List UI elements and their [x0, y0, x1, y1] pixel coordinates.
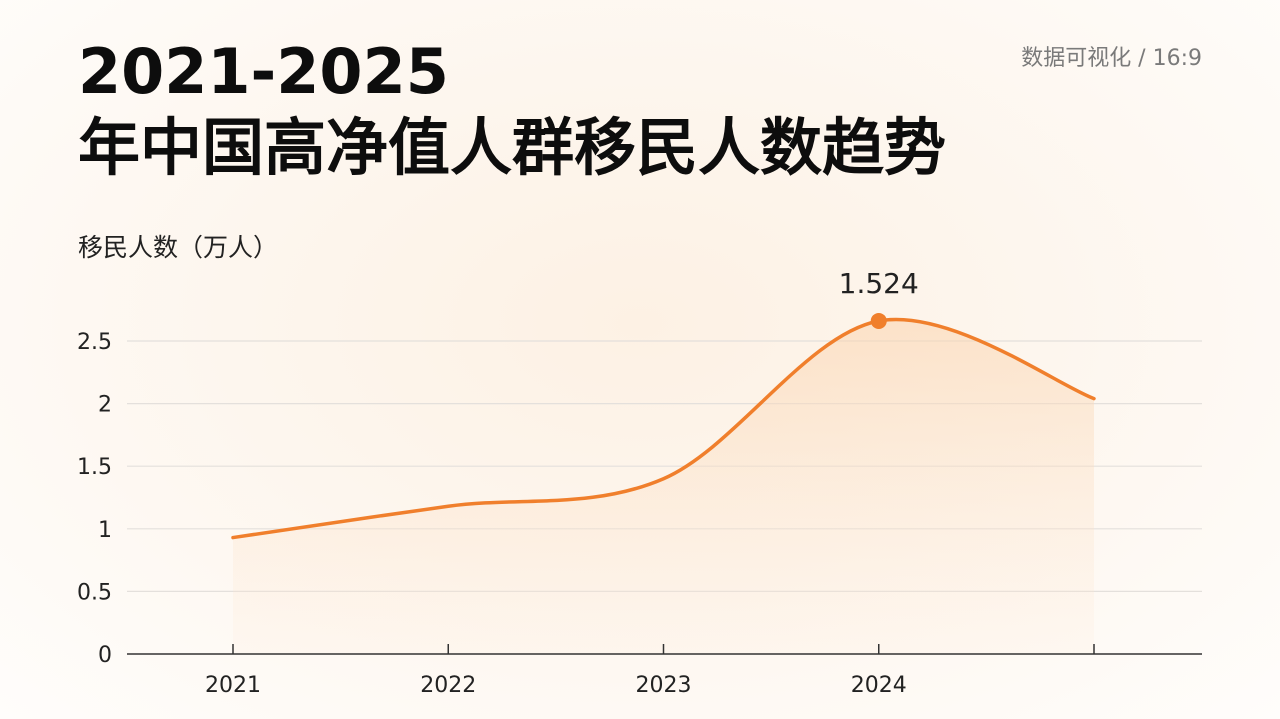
x-tick-label: 2024 — [851, 673, 907, 698]
chart-title: 2021-2025 年中国高净值人群移民人数趋势 — [78, 34, 946, 186]
data-point — [870, 312, 887, 329]
y-tick-label: 0.5 — [77, 580, 112, 605]
y-axis-label: 移民人数（万人） — [78, 233, 279, 262]
series-line — [231, 317, 1096, 540]
y-tick-label: 0 — [98, 643, 112, 668]
data-label: 1.524 — [839, 267, 919, 300]
y-tick-label: 2 — [98, 393, 112, 418]
y-tick-label: 2.5 — [77, 330, 112, 355]
chart-title-line-2: 年中国高净值人群移民人数趋势 — [78, 111, 947, 184]
x-tick-label: 2021 — [205, 673, 261, 698]
chart-title-line-1: 2021-2025 — [78, 35, 449, 108]
y-tick-label: 1.5 — [77, 455, 112, 480]
x-tick-label: 2022 — [420, 673, 476, 698]
format-tag: 数据可视化 / 16:9 — [1021, 46, 1202, 71]
area-fill — [233, 319, 1094, 654]
x-tick-label: 2023 — [636, 673, 692, 698]
y-tick-label: 1 — [98, 518, 112, 543]
